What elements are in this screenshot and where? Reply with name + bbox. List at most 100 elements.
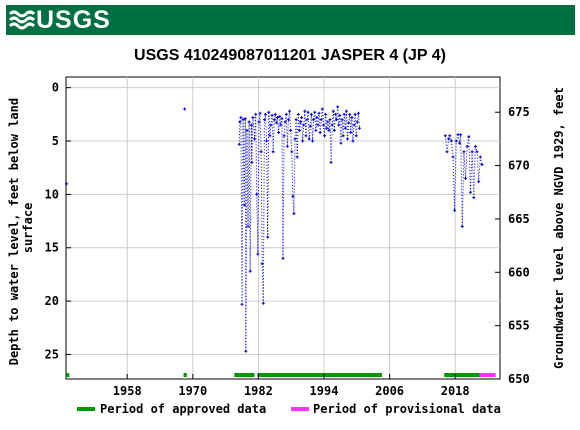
data-point <box>257 120 261 124</box>
data-point <box>243 117 247 121</box>
data-point <box>350 116 354 120</box>
series-connector <box>309 114 312 127</box>
data-point <box>242 203 246 207</box>
data-point <box>249 123 253 127</box>
series-connector <box>255 114 258 195</box>
data-point <box>301 139 305 143</box>
data-point <box>324 112 328 116</box>
data-point <box>352 123 356 127</box>
series-connector <box>281 118 284 259</box>
y2-tick-label: 655 <box>508 319 530 333</box>
data-point <box>274 121 278 125</box>
series-connector <box>293 138 296 214</box>
data-point <box>445 150 449 154</box>
series-connector <box>342 114 345 136</box>
data-point <box>293 137 297 141</box>
series-connector <box>260 151 263 264</box>
data-point <box>281 256 285 260</box>
data-point <box>259 150 263 154</box>
series-connector <box>257 121 260 255</box>
x-tick-label: 1994 <box>310 384 339 398</box>
data-point <box>288 109 292 113</box>
data-point <box>283 120 287 124</box>
data-point <box>328 118 332 122</box>
data-point <box>462 150 466 154</box>
data-point <box>315 116 319 120</box>
data-point <box>332 128 336 132</box>
data-point <box>480 163 484 167</box>
series-connector <box>308 126 311 139</box>
data-point <box>465 144 469 148</box>
data-point <box>338 113 342 117</box>
data-point <box>336 105 340 109</box>
data-point <box>354 134 358 138</box>
data-point <box>308 124 312 128</box>
series-connector <box>282 135 285 259</box>
x-tick-label: 1958 <box>113 384 142 398</box>
data-point <box>237 142 241 146</box>
series-connector <box>246 130 249 227</box>
data-point <box>443 134 447 138</box>
series-connector <box>256 194 259 255</box>
data-points <box>65 105 484 353</box>
data-point <box>478 155 482 159</box>
data-point <box>279 123 283 127</box>
x-tick-label: 1982 <box>244 384 273 398</box>
series-connector <box>319 119 322 133</box>
axis-ticks: 1958 1970 1982 1994 2006 2018 0 5 10 15 20 25 675 670… <box>45 81 530 398</box>
series-connector <box>289 111 292 131</box>
series-connector <box>295 119 298 158</box>
y-tick-label: 5 <box>52 134 59 148</box>
data-point <box>289 128 293 132</box>
series-connector <box>296 114 299 158</box>
series-connector <box>268 112 271 136</box>
data-point <box>477 180 481 184</box>
chart-title: USGS 410249087011201 JASPER 4 (JP 4) <box>134 47 446 64</box>
data-point <box>284 112 288 116</box>
series-connector <box>354 114 357 136</box>
data-point <box>282 134 286 138</box>
data-point <box>343 126 347 130</box>
data-point <box>460 224 464 228</box>
y-axis-left-label: Depth to water level, feet below land su… <box>7 91 35 366</box>
series-connector <box>248 121 251 272</box>
data-point <box>250 160 254 164</box>
series-connector <box>324 114 327 136</box>
series-connector <box>336 106 339 120</box>
data-point <box>448 134 452 138</box>
series-connector <box>303 111 306 126</box>
data-point <box>246 224 250 228</box>
series-connector <box>461 151 465 227</box>
x-tick-label: 1970 <box>178 384 207 398</box>
data-point <box>304 134 308 138</box>
legend-approved-label: Period of approved data <box>100 402 266 416</box>
data-point <box>467 135 471 139</box>
x-tick-label: 2006 <box>375 384 404 398</box>
data-point <box>256 252 260 256</box>
data-point <box>355 120 359 124</box>
series-connector <box>357 113 361 129</box>
data-point <box>297 128 301 132</box>
approved-period-bar <box>66 373 70 377</box>
series-connector <box>325 114 328 129</box>
approved-period-bars <box>66 373 496 377</box>
legend-approved-swatch <box>77 407 95 411</box>
data-point <box>449 139 453 143</box>
approved-period-bar <box>257 373 382 377</box>
data-point <box>277 130 281 134</box>
data-point <box>303 109 307 113</box>
approved-period-bar <box>234 373 255 377</box>
data-point <box>278 114 282 118</box>
series-connector <box>337 106 340 126</box>
data-point <box>342 112 346 116</box>
data-point <box>349 130 353 134</box>
series-connector <box>343 114 346 129</box>
series-connector <box>351 117 354 142</box>
data-point <box>265 139 269 143</box>
data-point <box>312 118 316 122</box>
data-point <box>318 130 322 134</box>
data-point <box>298 120 302 124</box>
series-connector <box>312 119 315 142</box>
data-point <box>464 176 468 180</box>
series-connector <box>454 141 457 211</box>
